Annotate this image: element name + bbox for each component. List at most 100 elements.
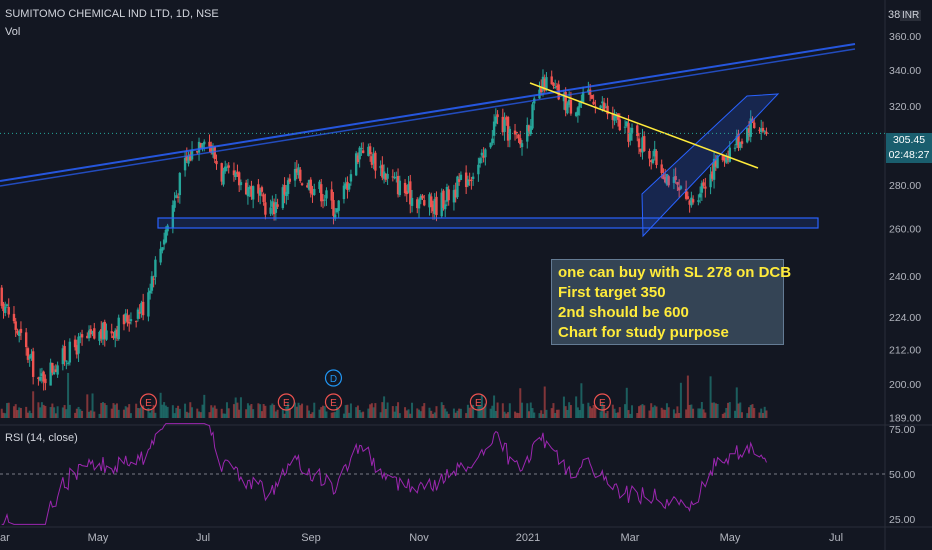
price-tick-label: 260.00 [889,224,921,236]
volume-bar [262,404,265,418]
candle-body [274,202,278,213]
volume-bar [142,405,145,418]
volume-bar [330,412,333,418]
volume-bar [678,412,681,418]
candle-body [496,114,499,118]
volume-bar [692,408,695,418]
volume-bar [526,403,529,418]
time-tick-label: May [88,532,109,544]
candle-body [641,137,644,153]
volume-bar [308,410,311,418]
volume-bar [220,408,223,418]
volume-bar [737,403,740,418]
dividend-marker-label: D [330,374,337,385]
volume-bar [355,407,358,418]
volume-bar [482,408,485,418]
volume-bar [672,409,675,418]
volume-bar [433,412,436,418]
volume-bar [67,372,70,418]
volume-bar [44,405,47,418]
volume-bar [604,413,607,418]
volume-bar [651,407,654,418]
rsi-line [1,423,767,525]
volume-bar [699,408,702,418]
volume-bar [660,407,663,418]
volume-bar [667,407,670,418]
volume-bar [175,407,178,418]
volume-bar [313,402,316,418]
volume-bar [564,406,567,418]
candle-body [309,179,312,194]
candle-body [173,200,176,208]
volume-bar [77,406,80,418]
price-candles [0,69,768,391]
candle-body [360,148,363,150]
candle-body [489,142,492,148]
candle-body [276,204,279,207]
rsi-tick-label: 75.00 [889,424,915,436]
volume-bar [159,392,162,418]
candle-body [176,196,180,198]
price-axis-top-label: 38 [888,9,901,21]
candle-body [574,112,578,116]
volume-bar [68,404,71,418]
price-tick-label: 189.00 [889,412,921,424]
candle-body [215,160,218,165]
candle-body [440,192,443,217]
earnings-marker [324,393,343,411]
candle-body [379,165,382,169]
volume-bar [690,404,693,418]
volume-bar [465,413,468,418]
volume-bar [679,382,682,418]
candle-body [100,329,103,339]
trade-idea-annotation: one can buy with SL 278 on DCB First tar… [551,259,791,345]
volume-bar [224,413,227,418]
dividend-marker [324,369,343,387]
candle-body [115,329,119,337]
candle-body [396,176,400,195]
candle-body [66,362,70,364]
volume-bar [624,404,627,418]
volume-bar [618,407,621,418]
candle-body [477,164,480,175]
annotation-line: First target 350 [558,284,666,301]
candle-body [354,153,358,176]
candle-body [625,121,628,127]
volume-bar [222,413,225,418]
candle-body [760,128,763,132]
volume-bar [711,402,714,418]
volume-bar [135,403,138,418]
volume-bar [105,405,108,418]
volume-label: Vol [5,26,21,38]
volume-bar [541,413,544,418]
volume-bar [397,402,400,418]
candle-body [627,123,630,142]
candle-body [91,330,94,334]
volume-bar [232,404,235,418]
volume-bar [259,404,262,418]
volume-bar [164,405,167,418]
candle-body [674,176,677,180]
volume-bar [664,409,667,418]
volume-bar [503,411,506,418]
currency-badge[interactable]: INR [900,10,922,21]
candle-body [114,330,117,339]
volume-bar [747,407,750,418]
volume-bar [187,412,190,418]
volume-bar [311,412,314,418]
candle-body [435,196,438,216]
volume-bar [288,408,291,418]
volume-bar [409,413,412,418]
volume-bar [269,405,272,418]
volume-bar [494,410,497,418]
volume-bar [185,411,188,418]
earnings-marker [277,393,295,411]
time-tick-label: Nov [409,532,429,544]
candle-body [421,195,424,199]
candle-body [220,163,223,182]
candle-body [311,192,314,195]
candle-body [210,145,213,153]
earnings-marker-label: E [145,398,152,409]
volume-bar [198,411,201,418]
